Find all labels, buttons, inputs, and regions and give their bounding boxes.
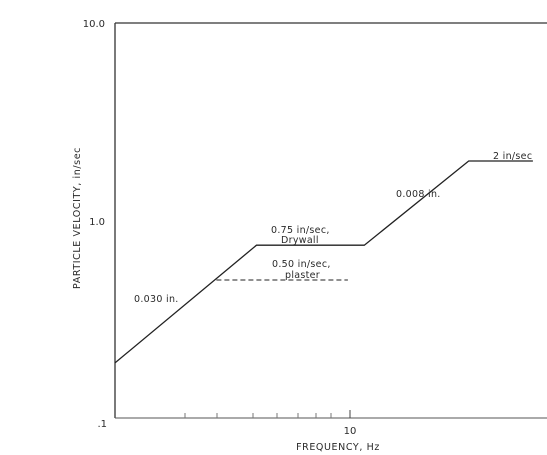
- y-tick-label-1: 1.0: [89, 217, 105, 228]
- annotation-displacement-0-030: 0.030 in.: [134, 294, 179, 305]
- annotation-displacement-0-008: 0.008 in.: [396, 189, 441, 200]
- annotation-drywall-label: Drywall: [281, 235, 319, 246]
- annotation-plaster-label: plaster: [285, 270, 320, 281]
- y-axis-title: PARTICLE VELOCITY, in/sec: [72, 147, 83, 289]
- x-axis-title: FREQUENCY, Hz: [296, 442, 380, 453]
- y-tick-label-0-1: .1: [97, 419, 107, 430]
- x-tick-label-10: 10: [344, 426, 357, 437]
- y-tick-label-10: 10.0: [83, 19, 105, 30]
- annotation-drywall-velocity: 0.75 in/sec,: [271, 225, 330, 236]
- annotation-max-velocity: 2 in/sec: [493, 151, 532, 162]
- x-minor-ticks: [184, 410, 351, 418]
- series-line-drywall: [114, 160, 533, 364]
- annotation-plaster-velocity: 0.50 in/sec,: [272, 259, 331, 270]
